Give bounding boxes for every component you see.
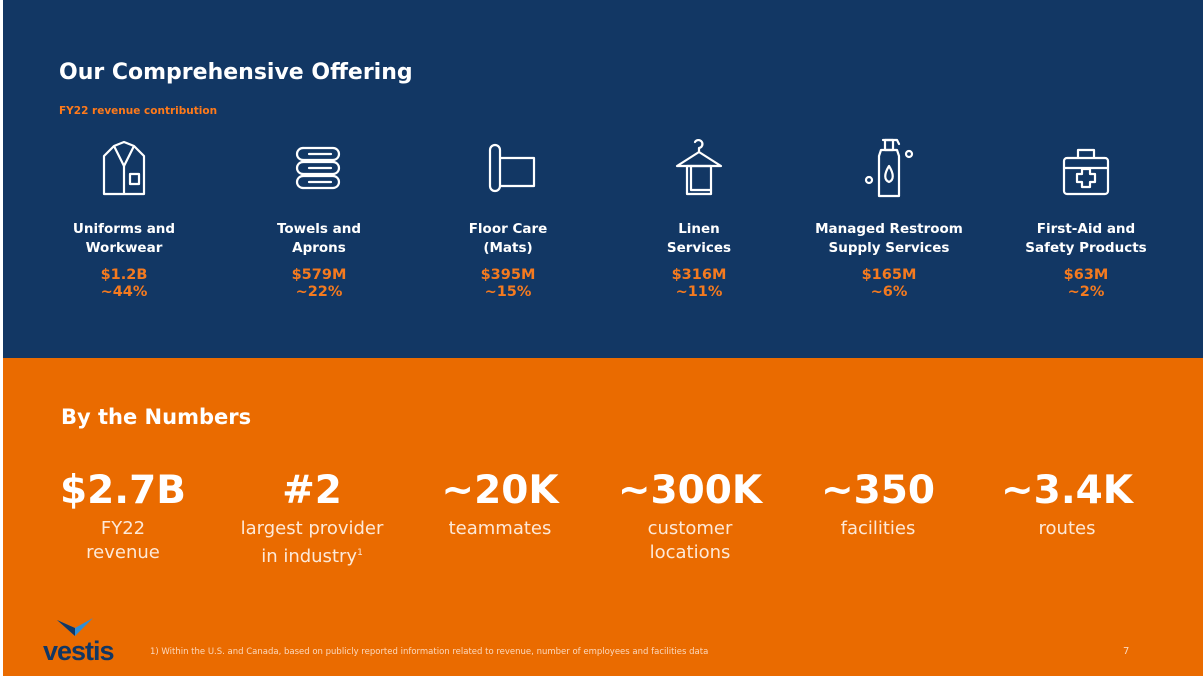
stat-label-line2: in industry	[261, 546, 358, 567]
offering-item-uniforms: Uniforms and Workwear $1.2B ~44%	[34, 136, 214, 301]
stat-label-line2: locations	[649, 542, 731, 563]
stat-label-line2: revenue	[86, 542, 160, 563]
offering-item-floor-care: Floor Care (Mats) $395M ~15%	[418, 136, 598, 301]
offering-amount: $165M	[861, 267, 917, 283]
stat-locations: ~300K customer locations	[590, 468, 790, 565]
offering-item-restroom: Managed Restroom Supply Services $165M ~6…	[799, 136, 979, 301]
stat-label-line1: largest provider	[240, 518, 384, 539]
stat-label-line1: facilities	[840, 518, 916, 539]
offering-label-line2: Aprons	[292, 240, 346, 256]
stat-routes: ~3.4K routes	[967, 468, 1167, 541]
towels-icon	[295, 146, 341, 190]
linen-hanger-icon	[675, 139, 723, 196]
offering-label-line2: Workwear	[85, 240, 163, 256]
soap-dispenser-icon	[864, 138, 914, 198]
offering-label-line1: Towels and	[276, 221, 362, 237]
stat-label-line1: teammates	[448, 518, 552, 539]
offering-amount: $1.2B	[100, 267, 148, 283]
stat-rank: #2 largest provider in industry1	[212, 468, 412, 569]
slide: Our Comprehensive Offering FY22 revenue …	[3, 0, 1203, 676]
offering-share: ~6%	[870, 284, 908, 300]
offering-label-line1: Managed Restroom	[815, 221, 963, 237]
offering-subtitle: FY22 revenue contribution	[59, 105, 218, 117]
offering-amount: $63M	[1063, 267, 1109, 283]
offering-label-line1: Uniforms and	[72, 221, 176, 237]
offering-share: ~22%	[295, 284, 343, 300]
numbers-section	[3, 358, 1203, 676]
offering-amount: $316M	[671, 267, 727, 283]
logo-mark-icon	[57, 618, 93, 636]
floor-mat-icon	[488, 143, 536, 193]
stat-label-line1: FY22	[100, 518, 146, 539]
page-number: 7	[1123, 646, 1130, 657]
stat-revenue: $2.7B FY22 revenue	[23, 468, 223, 565]
offering-amount: $395M	[480, 267, 536, 283]
offering-section: Our Comprehensive Offering FY22 revenue …	[3, 0, 1203, 358]
offering-label-line2: Supply Services	[828, 240, 950, 256]
first-aid-kit-icon	[1062, 148, 1110, 196]
stat-value: $2.7B	[60, 468, 186, 513]
offering-title: Our Comprehensive Offering	[59, 60, 413, 85]
footnote: 1) Within the U.S. and Canada, based on …	[150, 647, 709, 657]
offering-item-linen: Linen Services $316M ~11%	[609, 136, 789, 301]
offering-share: ~11%	[675, 284, 723, 300]
offering-label-line2: (Mats)	[483, 240, 533, 256]
offering-label-line2: Services	[666, 240, 732, 256]
stat-label-line1: customer	[647, 518, 733, 539]
offering-label-line1: First-Aid and	[1036, 221, 1136, 237]
offering-label-line1: Floor Care	[468, 221, 548, 237]
stat-value: ~350	[820, 468, 936, 513]
offering-item-towels: Towels and Aprons $579M ~22%	[229, 136, 409, 301]
offering-share: ~2%	[1067, 284, 1105, 300]
stat-teammates: ~20K teammates	[400, 468, 600, 541]
stat-facilities: ~350 facilities	[778, 468, 978, 541]
stat-value: ~20K	[441, 468, 559, 513]
vestis-logo: vestis	[43, 616, 135, 666]
stat-label-line1: routes	[1038, 518, 1096, 539]
stat-value: #2	[282, 468, 342, 513]
offering-share: ~15%	[484, 284, 532, 300]
footnote-marker: 1	[357, 548, 363, 558]
offering-item-first-aid: First-Aid and Safety Products $63M ~2%	[996, 136, 1176, 301]
stat-value: ~300K	[617, 468, 763, 513]
offering-label-line2: Safety Products	[1025, 240, 1147, 256]
offering-amount: $579M	[291, 267, 347, 283]
uniform-icon	[102, 140, 146, 196]
offering-label-line1: Linen	[678, 221, 720, 237]
logo-wordmark: vestis	[43, 636, 115, 666]
stat-value: ~3.4K	[1001, 468, 1133, 513]
numbers-title: By the Numbers	[61, 405, 252, 429]
offering-share: ~44%	[100, 284, 148, 300]
